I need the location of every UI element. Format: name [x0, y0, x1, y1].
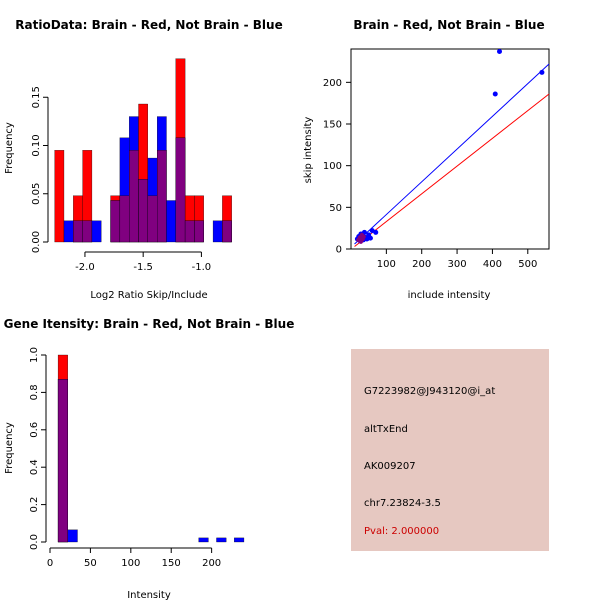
scatter-y-tick-label: 0	[336, 245, 342, 256]
scatter-point	[539, 69, 545, 75]
scatter-x-tick-label: 400	[483, 259, 502, 270]
intensity-histogram-xlabel: Intensity	[127, 590, 171, 600]
ratio-hist-y-tick-label: 0.00	[31, 231, 42, 253]
ratio-histogram-title: RatioData: Brain - Red, Not Brain - Blue	[15, 18, 282, 32]
scatter-points	[354, 49, 545, 244]
intensity-hist-x-tick-label: 50	[84, 558, 97, 569]
intensity-histogram-ylabel: Frequency	[4, 422, 15, 474]
ratio-hist-bar-overlap	[110, 200, 121, 243]
intensity-histogram-bars	[57, 354, 245, 543]
ratio-hist-bar-overlap	[73, 220, 83, 243]
ratio-hist-bar-not-brain	[91, 220, 102, 243]
gene-info-panel: G7223982@J943120@i_at altTxEnd AK009207 …	[351, 349, 549, 551]
ratio-hist-x-tick-label: -1.5	[133, 262, 153, 273]
ratio-hist-bar-overlap	[222, 220, 232, 243]
intensity-hist-x-tick-label: 200	[202, 558, 221, 569]
scatter-x-tick-label: 300	[448, 259, 467, 270]
intensity-histogram-title: Gene Itensity: Brain - Red, Not Brain - …	[4, 317, 295, 331]
ratio-histogram-xlabel: Log2 Ratio Skip/Include	[90, 290, 207, 301]
ratio-hist-bar-overlap	[138, 179, 148, 243]
scatter-point	[492, 91, 498, 97]
scatter-point	[497, 49, 502, 54]
ratio-histogram-panel: RatioData: Brain - Red, Not Brain - Blue…	[4, 18, 283, 301]
accession: AK009207	[364, 461, 416, 472]
scatter-y-tick-label: 200	[323, 78, 342, 89]
ratio-histogram-axes: 0.00 0.05 0.10 0.15 -2.0 -1.5 -1.0	[31, 86, 211, 273]
scatter-y-tick-label: 150	[323, 120, 342, 131]
ratio-hist-bar-overlap	[175, 137, 186, 243]
intensity-hist-x-tick-label: 150	[162, 558, 181, 569]
scatter-xlabel: include intensity	[408, 290, 491, 301]
ratio-hist-bar-not-brain	[166, 200, 176, 243]
scatter-x-tick-label: 500	[518, 259, 537, 270]
intensity-scatter-panel: Brain - Red, Not Brain - Blue include in…	[303, 18, 550, 301]
intensity-hist-y-tick-label: 0.2	[29, 497, 40, 513]
ratio-hist-bar-not-brain	[63, 220, 74, 243]
fit-line-not-brain	[354, 63, 550, 245]
scatter-title: Brain - Red, Not Brain - Blue	[353, 18, 544, 32]
intensity-hist-y-tick-label: 1.0	[29, 347, 40, 363]
intensity-hist-y-tick-label: 0.0	[29, 534, 40, 550]
ratio-hist-y-tick-label: 0.05	[31, 183, 42, 205]
scatter-point	[373, 229, 379, 235]
scatter-axes: 100 200 300 400 500 0 50 100 150 200	[323, 78, 537, 270]
fit-line-brain	[354, 93, 550, 247]
scatter-x-tick-label: 100	[377, 259, 396, 270]
ratio-hist-bar-overlap	[194, 220, 204, 243]
ratio-histogram-ylabel: Frequency	[4, 122, 15, 174]
genomic-location: chr7.23824-3.5	[364, 498, 441, 509]
intensity-hist-y-tick-label: 0.4	[29, 459, 40, 475]
intensity-hist-bar-not-brain	[234, 537, 245, 543]
intensity-hist-bar-not-brain	[67, 529, 78, 543]
intensity-histogram-axes: 0.0 0.2 0.4 0.6 0.8 1.0 0 50 100 150 200	[29, 347, 221, 569]
scatter-ylabel: skip intensity	[303, 117, 314, 184]
intensity-hist-x-tick-label: 0	[47, 558, 53, 569]
scatter-point-brain	[361, 234, 366, 239]
scatter-x-tick-label: 200	[412, 259, 431, 270]
ratio-hist-bar-overlap	[147, 195, 158, 243]
intensity-histogram-panel: Gene Itensity: Brain - Red, Not Brain - …	[4, 317, 295, 600]
intensity-hist-bar-not-brain	[216, 537, 227, 543]
ratio-hist-x-tick-label: -2.0	[75, 262, 95, 273]
ratio-hist-bar-overlap	[129, 150, 139, 243]
ratio-hist-bar-overlap	[82, 220, 93, 243]
pval-text: Pval: 2.000000	[364, 526, 440, 537]
scatter-fit-lines	[354, 63, 550, 247]
ratio-hist-x-tick-label: -1.0	[192, 262, 212, 273]
ratio-hist-bar-not-brain	[212, 220, 223, 243]
ratio-hist-bar-brain	[54, 150, 65, 243]
probe-id: G7223982@J943120@i_at	[364, 386, 496, 397]
ratio-hist-bar-overlap	[119, 195, 130, 243]
ratio-hist-bar-overlap	[184, 220, 195, 243]
scatter-point	[367, 235, 373, 241]
event-type: altTxEnd	[364, 424, 408, 435]
scatter-y-tick-label: 50	[329, 203, 342, 214]
ratio-histogram-bars	[54, 58, 232, 243]
intensity-hist-bar-not-brain	[198, 537, 209, 543]
intensity-hist-bar-overlap	[57, 379, 68, 543]
ratio-hist-bar-overlap	[157, 150, 167, 243]
ratio-hist-y-tick-label: 0.10	[31, 134, 42, 156]
intensity-hist-x-tick-label: 100	[121, 558, 140, 569]
intensity-hist-y-tick-label: 0.8	[29, 384, 40, 400]
intensity-hist-y-tick-label: 0.6	[29, 422, 40, 438]
scatter-y-tick-label: 100	[323, 161, 342, 172]
ratio-hist-y-tick-label: 0.15	[31, 86, 42, 108]
scatter-plot-frame	[350, 48, 550, 250]
